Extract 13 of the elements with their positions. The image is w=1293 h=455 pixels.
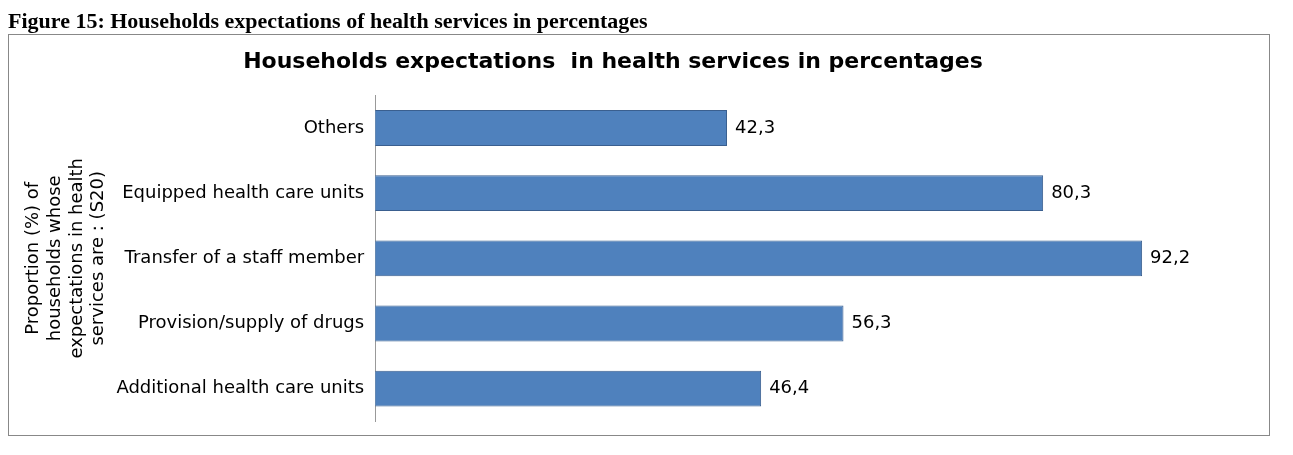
- data-label: 42,3: [735, 115, 776, 137]
- caption: Figure 15: Households expectations of health services in percentages: [8, 8, 649, 34]
- data-label: 46,4: [769, 376, 810, 398]
- y-tick-label: Provision/supply of drugs: [137, 311, 365, 333]
- data-label: 92,2: [1150, 245, 1191, 267]
- y-axis-title: Proportion (%) of households whose expectations in health services are : (S20): [21, 158, 108, 359]
- data-label: 80,3: [1051, 180, 1092, 202]
- chart-title: Households expectations in health services in percentages: [243, 47, 983, 73]
- y-tick-label: Equipped health care units: [122, 180, 365, 202]
- y-tick-label: Transfer of a staff member: [123, 245, 365, 267]
- data-label: 56,3: [851, 311, 892, 333]
- y-tick-label: Others: [303, 115, 365, 137]
- y-tick-label: Additional health care units: [116, 376, 365, 398]
